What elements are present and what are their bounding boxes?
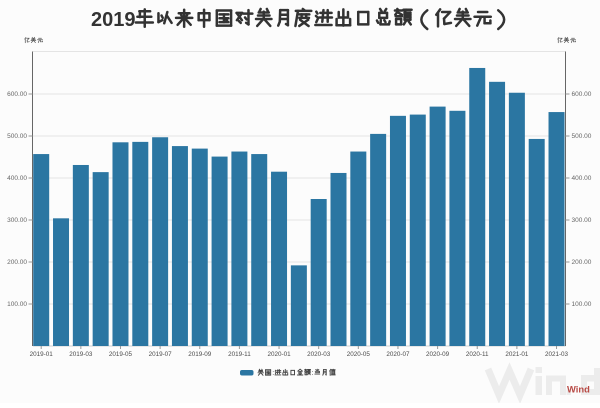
- svg-text:300.00: 300.00: [7, 217, 27, 224]
- svg-text:2021-03: 2021-03: [545, 351, 569, 358]
- svg-text:200.00: 200.00: [7, 259, 27, 266]
- svg-text:2020-11: 2020-11: [466, 351, 489, 358]
- svg-text:2020-07: 2020-07: [386, 351, 410, 358]
- svg-text:2020-03: 2020-03: [307, 351, 331, 358]
- svg-text:2019-03: 2019-03: [69, 351, 93, 358]
- svg-text:2020-01: 2020-01: [267, 351, 291, 358]
- svg-text:600.00: 600.00: [7, 91, 27, 98]
- svg-text:2019: 2019: [91, 9, 136, 31]
- svg-text:400.00: 400.00: [572, 175, 592, 182]
- svg-text:500.00: 500.00: [7, 133, 27, 140]
- svg-text::: :: [272, 370, 274, 377]
- svg-text:Wind: Wind: [567, 384, 590, 395]
- svg-text:2020-05: 2020-05: [347, 351, 371, 358]
- svg-text:100.00: 100.00: [7, 301, 27, 308]
- svg-text:2019-09: 2019-09: [188, 351, 212, 358]
- svg-text:600.00: 600.00: [572, 91, 592, 98]
- svg-text:2019-01: 2019-01: [30, 351, 54, 358]
- svg-text:2020-09: 2020-09: [426, 351, 450, 358]
- svg-text:400.00: 400.00: [7, 175, 27, 182]
- svg-text:2019-05: 2019-05: [109, 351, 133, 358]
- svg-text::: :: [312, 370, 314, 377]
- svg-text:2019-07: 2019-07: [149, 351, 173, 358]
- svg-text:100.00: 100.00: [572, 301, 592, 308]
- svg-text:200.00: 200.00: [572, 259, 592, 266]
- svg-text:300.00: 300.00: [572, 217, 592, 224]
- svg-text:2021-01: 2021-01: [505, 351, 529, 358]
- svg-text:2019-11: 2019-11: [228, 351, 251, 358]
- svg-text:500.00: 500.00: [572, 133, 592, 140]
